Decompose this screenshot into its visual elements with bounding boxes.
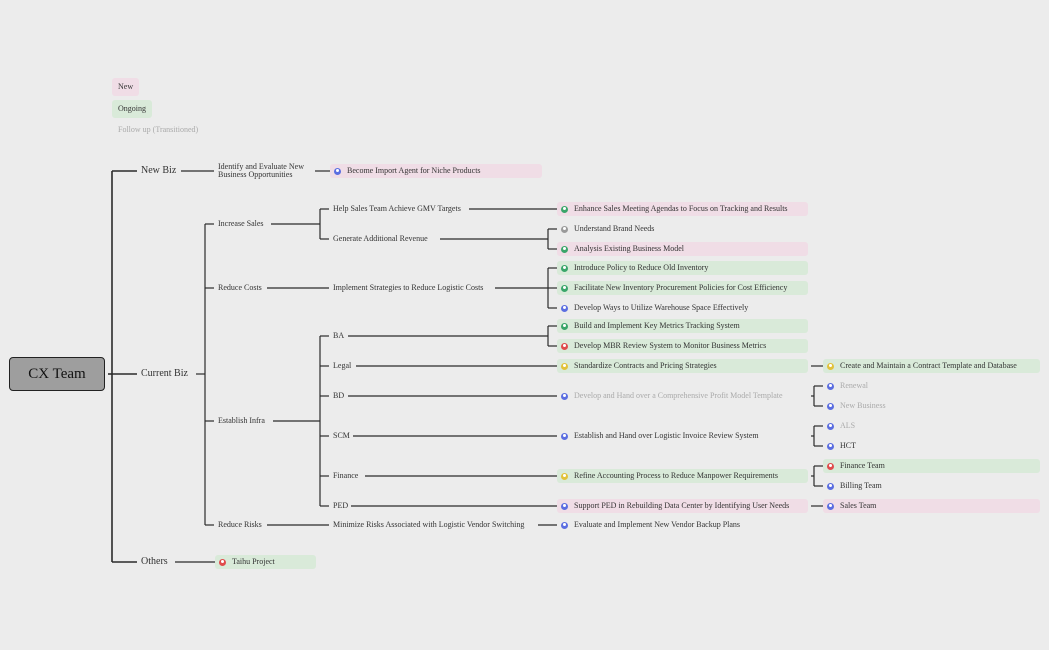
node-label: New Business: [840, 401, 886, 410]
node-label: Generate Additional Revenue: [333, 234, 428, 243]
node-label: Establish Infra: [218, 416, 265, 425]
status-icon: [561, 225, 568, 233]
status-icon: [827, 482, 834, 490]
node-pill: [823, 499, 1040, 513]
node-label: HCT: [840, 441, 856, 450]
node-pill: [557, 202, 808, 216]
node-label: Help Sales Team Achieve GMV Targets: [333, 204, 461, 213]
node-label: Analysis Existing Business Model: [574, 244, 685, 253]
node-label: Implement Strategies to Reduce Logistic …: [333, 283, 484, 292]
node-label: Billing Team: [840, 481, 882, 490]
node-label: Sales Team: [840, 501, 877, 510]
node-label: PED: [333, 501, 349, 510]
status-icon: [334, 167, 341, 175]
branch-label: Others: [141, 556, 168, 567]
status-icon: [561, 342, 568, 350]
node-label: Finance Team: [840, 461, 885, 470]
branch-label: New Biz: [141, 165, 177, 176]
status-icon: [827, 362, 834, 370]
node-label: Develop MBR Review System to Monitor Bus…: [574, 341, 767, 350]
node-label: BA: [333, 331, 345, 340]
legend-ongoing: Ongoing: [112, 100, 152, 118]
node-label: Renewal: [840, 381, 868, 390]
status-icon: [561, 362, 568, 370]
status-icon: [827, 502, 834, 510]
node-pill: [557, 242, 808, 256]
status-icon: [827, 402, 834, 410]
branch-label: Current Biz: [141, 368, 188, 379]
node-pill: [330, 164, 542, 178]
node-label: Create and Maintain a Contract Template …: [840, 361, 1017, 370]
status-icon: [561, 322, 568, 330]
node-label: Build and Implement Key Metrics Tracking…: [574, 321, 740, 330]
status-icon: [561, 245, 568, 253]
status-icon: [561, 264, 568, 272]
node-label: BD: [333, 391, 345, 400]
status-icon: [561, 472, 568, 480]
status-icon: [827, 422, 834, 430]
node-label: Enhance Sales Meeting Agendas to Focus o…: [574, 204, 788, 213]
node-label: Identify and Evaluate New Business Oppor…: [218, 162, 304, 179]
status-icon: [561, 205, 568, 213]
node-label: Understand Brand Needs: [574, 224, 655, 233]
node-label: Support PED in Rebuilding Data Center by…: [574, 501, 790, 510]
node-pill: [823, 459, 1040, 473]
node-pill: [557, 339, 808, 353]
node-label: Facilitate New Inventory Procurement Pol…: [574, 283, 788, 292]
node-label: Evaluate and Implement New Vendor Backup…: [574, 520, 741, 529]
node-label: Introduce Policy to Reduce Old Inventory: [574, 263, 709, 272]
status-icon: [561, 392, 568, 400]
node-label: Increase Sales: [218, 219, 264, 228]
node-label: Develop and Hand over a Comprehensive Pr…: [574, 391, 783, 400]
node-label: Reduce Costs: [218, 283, 262, 292]
node-label: Refine Accounting Process to Reduce Manp…: [574, 471, 778, 480]
node-label: Standardize Contracts and Pricing Strate…: [574, 361, 717, 370]
status-icon: [827, 462, 834, 470]
legend-new: New: [112, 78, 140, 96]
node-label: Become Import Agent for Niche Products: [347, 166, 481, 175]
node-label: Establish and Hand over Logistic Invoice…: [574, 431, 759, 440]
status-icon: [561, 284, 568, 292]
node-pill: [823, 359, 1040, 373]
status-icon: [561, 432, 568, 440]
status-icon: [827, 382, 834, 390]
node-label: Taihu Project: [232, 557, 275, 566]
node-pill: [557, 359, 808, 373]
node-pill: [215, 555, 316, 569]
node-pill: [557, 499, 808, 513]
node-pill: [823, 419, 1040, 433]
legend-follow-up: Follow up (Transitioned): [118, 125, 199, 134]
node-pill: [557, 469, 808, 483]
status-icon: [827, 442, 834, 450]
node-label: Develop Ways to Utilize Warehouse Space …: [574, 303, 749, 312]
node-label: SCM: [333, 431, 350, 440]
root-node: CX Team: [9, 357, 105, 391]
node-label: ALS: [840, 421, 856, 430]
node-pill: [557, 281, 808, 295]
status-icon: [561, 304, 568, 312]
status-icon: [219, 558, 226, 566]
node-label: Reduce Risks: [218, 520, 262, 529]
node-label: Finance: [333, 471, 359, 480]
node-label: Legal: [333, 361, 352, 370]
node-label: Minimize Risks Associated with Logistic …: [333, 520, 525, 529]
node-pill: [557, 319, 808, 333]
node-pill: [557, 261, 808, 275]
status-icon: [561, 502, 568, 510]
status-icon: [561, 521, 568, 529]
